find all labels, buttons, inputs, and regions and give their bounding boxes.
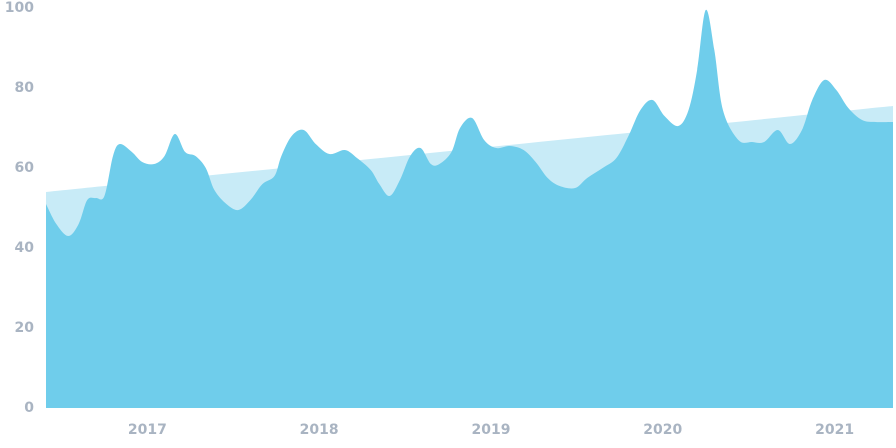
x-tick-label: 2020 [643,422,682,438]
y-tick-label: 80 [15,80,35,96]
x-tick-label: 2017 [128,422,167,438]
x-tick-label: 2018 [300,422,339,438]
area [46,9,893,408]
x-tick-label: 2021 [815,422,854,438]
x-tick-label: 2019 [471,422,510,438]
y-tick-label: 40 [15,240,35,256]
y-tick-label: 100 [5,0,34,16]
y-tick-label: 60 [15,160,35,176]
y-tick-label: 20 [15,320,35,336]
y-tick-label: 0 [24,400,34,416]
